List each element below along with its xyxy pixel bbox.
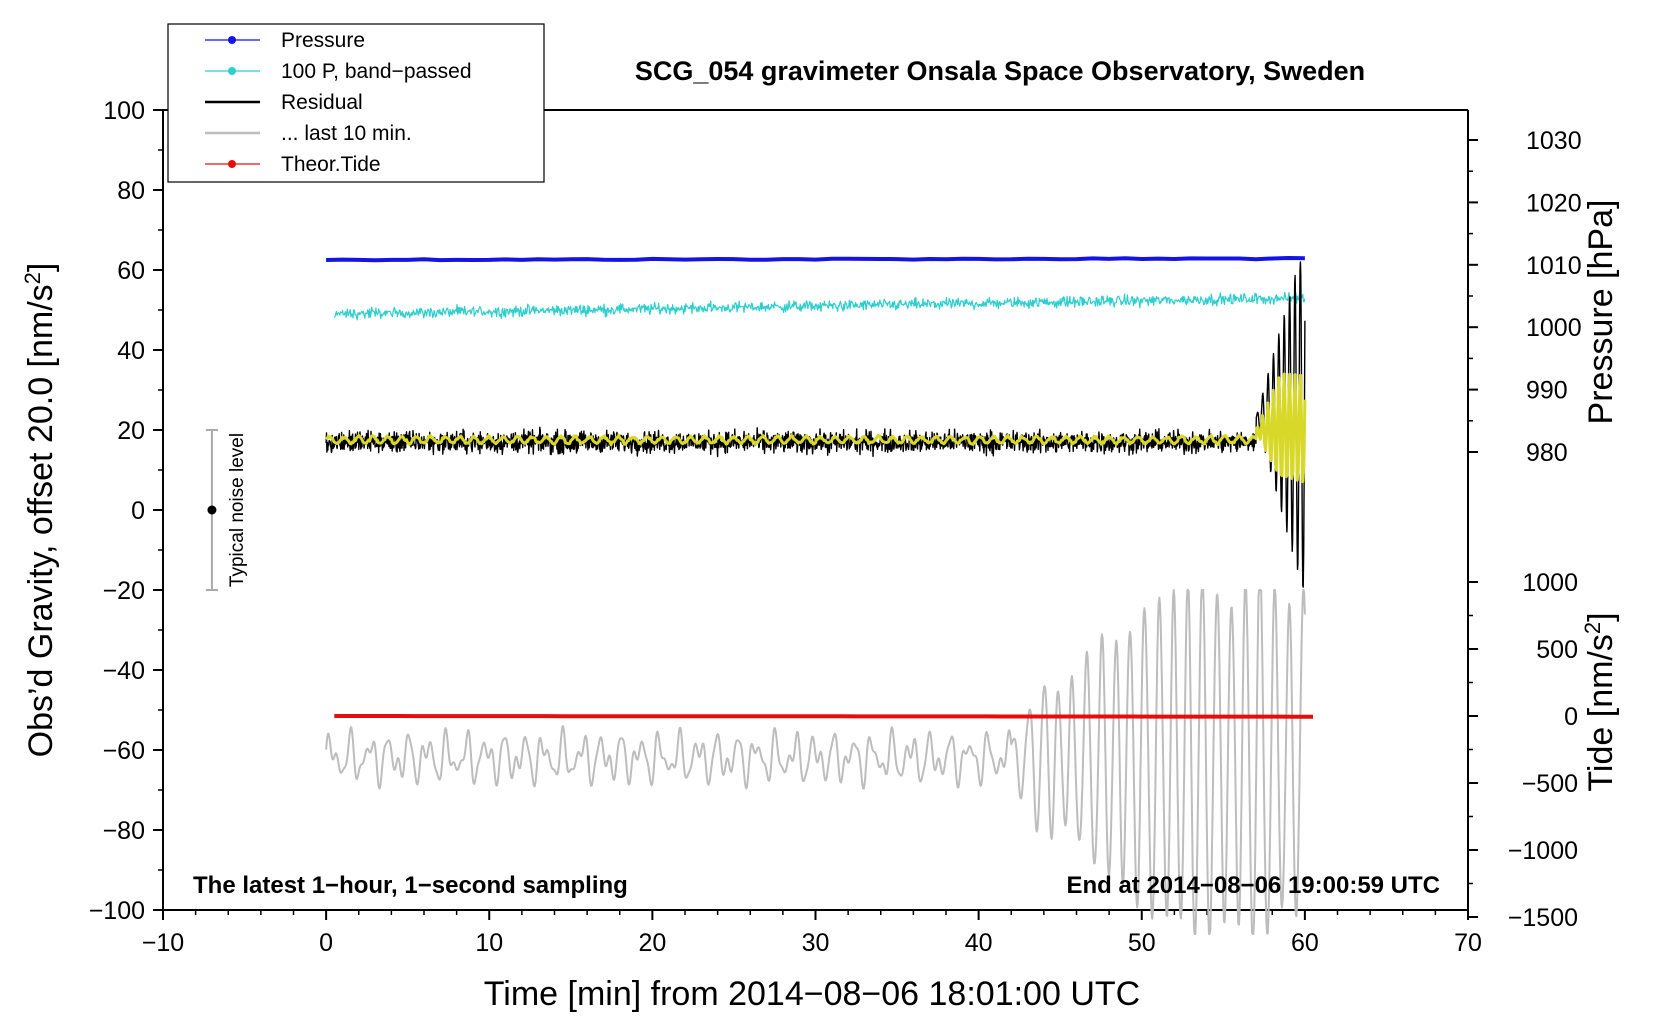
x-tick-label: 30 [802,929,830,957]
x-tick-label: −10 [142,929,184,957]
y-tick-label: −80 [103,817,145,845]
y-tick-label: 20 [117,417,145,445]
y-axis-pressure-title: Pressure [hPa] [1582,200,1620,425]
tide-tick-label: −1500 [1508,904,1578,932]
pressure-tick-label: 990 [1526,377,1568,405]
legend-marker [228,67,236,75]
y-axis-tide-title: Tide [nm/s2] [1580,612,1620,791]
axis-tick-labels: −10 0 10 20 30 40 50 60 70−100−80−60−40−20020406… [89,97,1582,957]
legend-label: 100 P, band−passed [281,60,472,83]
y-tick-label: −100 [89,897,145,925]
y-axis-left-title-main: Obs’d Gravity, offset 20.0 [nm/s [22,284,60,757]
series-pressure [326,256,1305,263]
x-tick-label: 0 [319,929,333,957]
series-band-passed [333,291,1306,321]
chart-legend: Pressure 100 P, band−passed Residual ... la… [167,23,545,183]
pressure-tick-label: 1030 [1526,127,1582,155]
legend-label: ... last 10 min. [281,122,412,145]
pressure-tick-label: 980 [1526,439,1568,467]
y-axis-tide-title-end: ] [1582,612,1620,621]
series-residual-smoothed [325,372,1307,484]
end-time-annotation: End at 2014−08−06 19:00:59 UTC [1066,872,1440,899]
x-axis-title: Time [min] from 2014−08−06 18:01:00 UTC [484,975,1140,1013]
y-axis-left-title: Obs’d Gravity, offset 20.0 [nm/s2] [20,263,60,758]
y-tick-label: 80 [117,177,145,205]
y-tick-label: 40 [117,337,145,365]
tide-tick-label: 1000 [1522,569,1578,597]
x-tick-label: 40 [965,929,993,957]
y-tick-label: −20 [103,577,145,605]
y-axis-left-title-end: ] [22,263,60,272]
y-tick-label: 0 [131,497,145,525]
tide-tick-label: 0 [1564,703,1578,731]
tide-tick-label: −1000 [1508,837,1578,865]
y-axis-tide-title-main: Tide [nm/s [1582,634,1620,791]
series-layer [325,256,1313,935]
y-tick-label: −60 [103,737,145,765]
y-tick-label: 60 [117,257,145,285]
pressure-tick-label: 1000 [1526,314,1582,342]
y-tick-label: −40 [103,657,145,685]
series-last-10-min [325,589,1306,935]
noise-bar-center [207,505,217,515]
series-residual [325,261,1306,588]
x-tick-label: 20 [638,929,666,957]
legend-label: Residual [281,91,363,114]
x-tick-label: 50 [1128,929,1156,957]
x-tick-label: 60 [1291,929,1319,957]
noise-level-indicator: Typical noise level [205,429,248,591]
legend-label: Theor.Tide [281,153,381,176]
series-theor-tide [334,714,1313,719]
legend-label: Pressure [281,29,365,52]
chart-title: SCG_054 gravimeter Onsala Space Observat… [635,56,1365,86]
y-axis-tide-title-sup: 2 [1580,622,1605,634]
noise-level-label: Typical noise level [227,433,248,587]
sampling-annotation: The latest 1−hour, 1−second sampling [193,872,628,899]
x-tick-label: 70 [1454,929,1482,957]
y-axis-left-title-sup: 2 [20,272,45,284]
axis-ticks [153,109,1478,920]
x-tick-label: 10 [475,929,503,957]
legend-marker [228,36,236,44]
tide-tick-label: −500 [1522,770,1578,798]
y-tick-label: 100 [103,97,145,125]
pressure-tick-label: 1020 [1526,189,1582,217]
tide-tick-label: 500 [1536,636,1578,664]
legend-marker [228,160,236,168]
pressure-tick-label: 1010 [1526,252,1582,280]
